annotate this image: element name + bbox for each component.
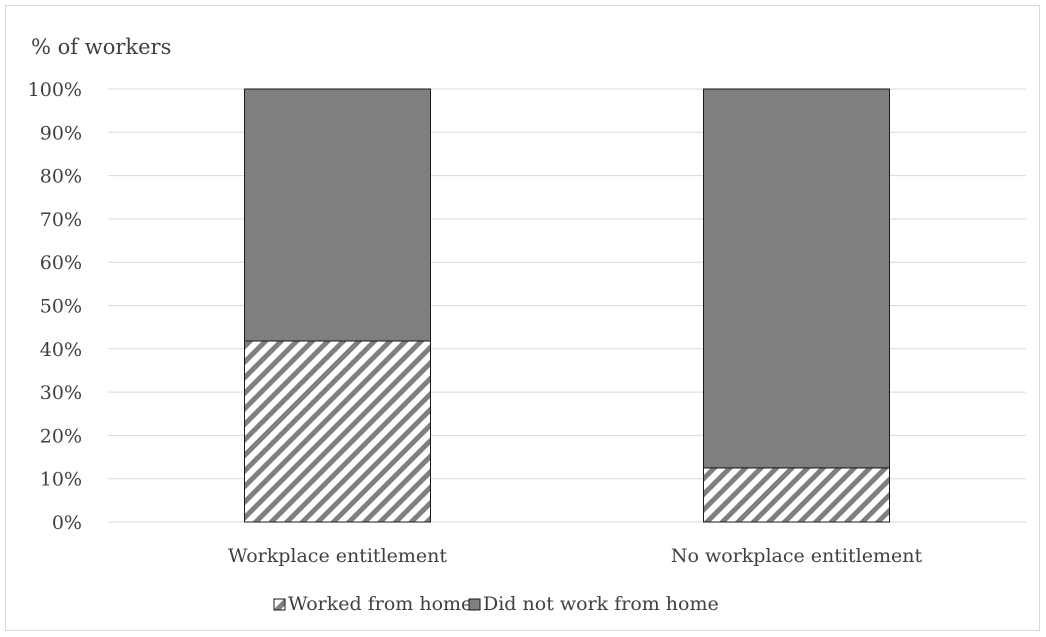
- y-tick-label: 90%: [40, 122, 82, 144]
- y-tick-label: 60%: [40, 252, 82, 274]
- stacked-bar-chart: % of workers 0% 10% 20% 30% 40% 50% 60% 70% 80% 9…: [28, 35, 1026, 615]
- y-tick-label: 10%: [40, 469, 82, 491]
- y-tick-label: 80%: [40, 166, 82, 188]
- legend-label: Did not work from home: [483, 593, 719, 615]
- x-category-label: No workplace entitlement: [671, 545, 923, 567]
- y-tick-label: 30%: [40, 382, 82, 404]
- y-tick-label: 100%: [28, 79, 82, 101]
- y-tick-label: 50%: [40, 296, 82, 318]
- legend-swatch: [468, 598, 481, 611]
- bar-segment-did-not-work-from-home: [244, 88, 431, 342]
- y-axis-title: % of workers: [31, 35, 171, 59]
- bar-segment-worked-from-home: [703, 467, 890, 523]
- bar-segment-did-not-work-from-home: [703, 88, 890, 469]
- y-tick-label: 40%: [40, 339, 82, 361]
- legend-label: Worked from home: [288, 593, 472, 615]
- x-category-label: Workplace entitlement: [228, 545, 447, 567]
- legend-swatch: [273, 598, 286, 611]
- y-tick-label: 70%: [40, 209, 82, 231]
- y-tick-label: 20%: [40, 425, 82, 447]
- bar-segment-worked-from-home: [244, 340, 431, 523]
- y-tick-label: 0%: [52, 512, 82, 534]
- chart-frame: % of workers 0% 10% 20% 30% 40% 50% 60% 70% 80% 9…: [5, 5, 1040, 631]
